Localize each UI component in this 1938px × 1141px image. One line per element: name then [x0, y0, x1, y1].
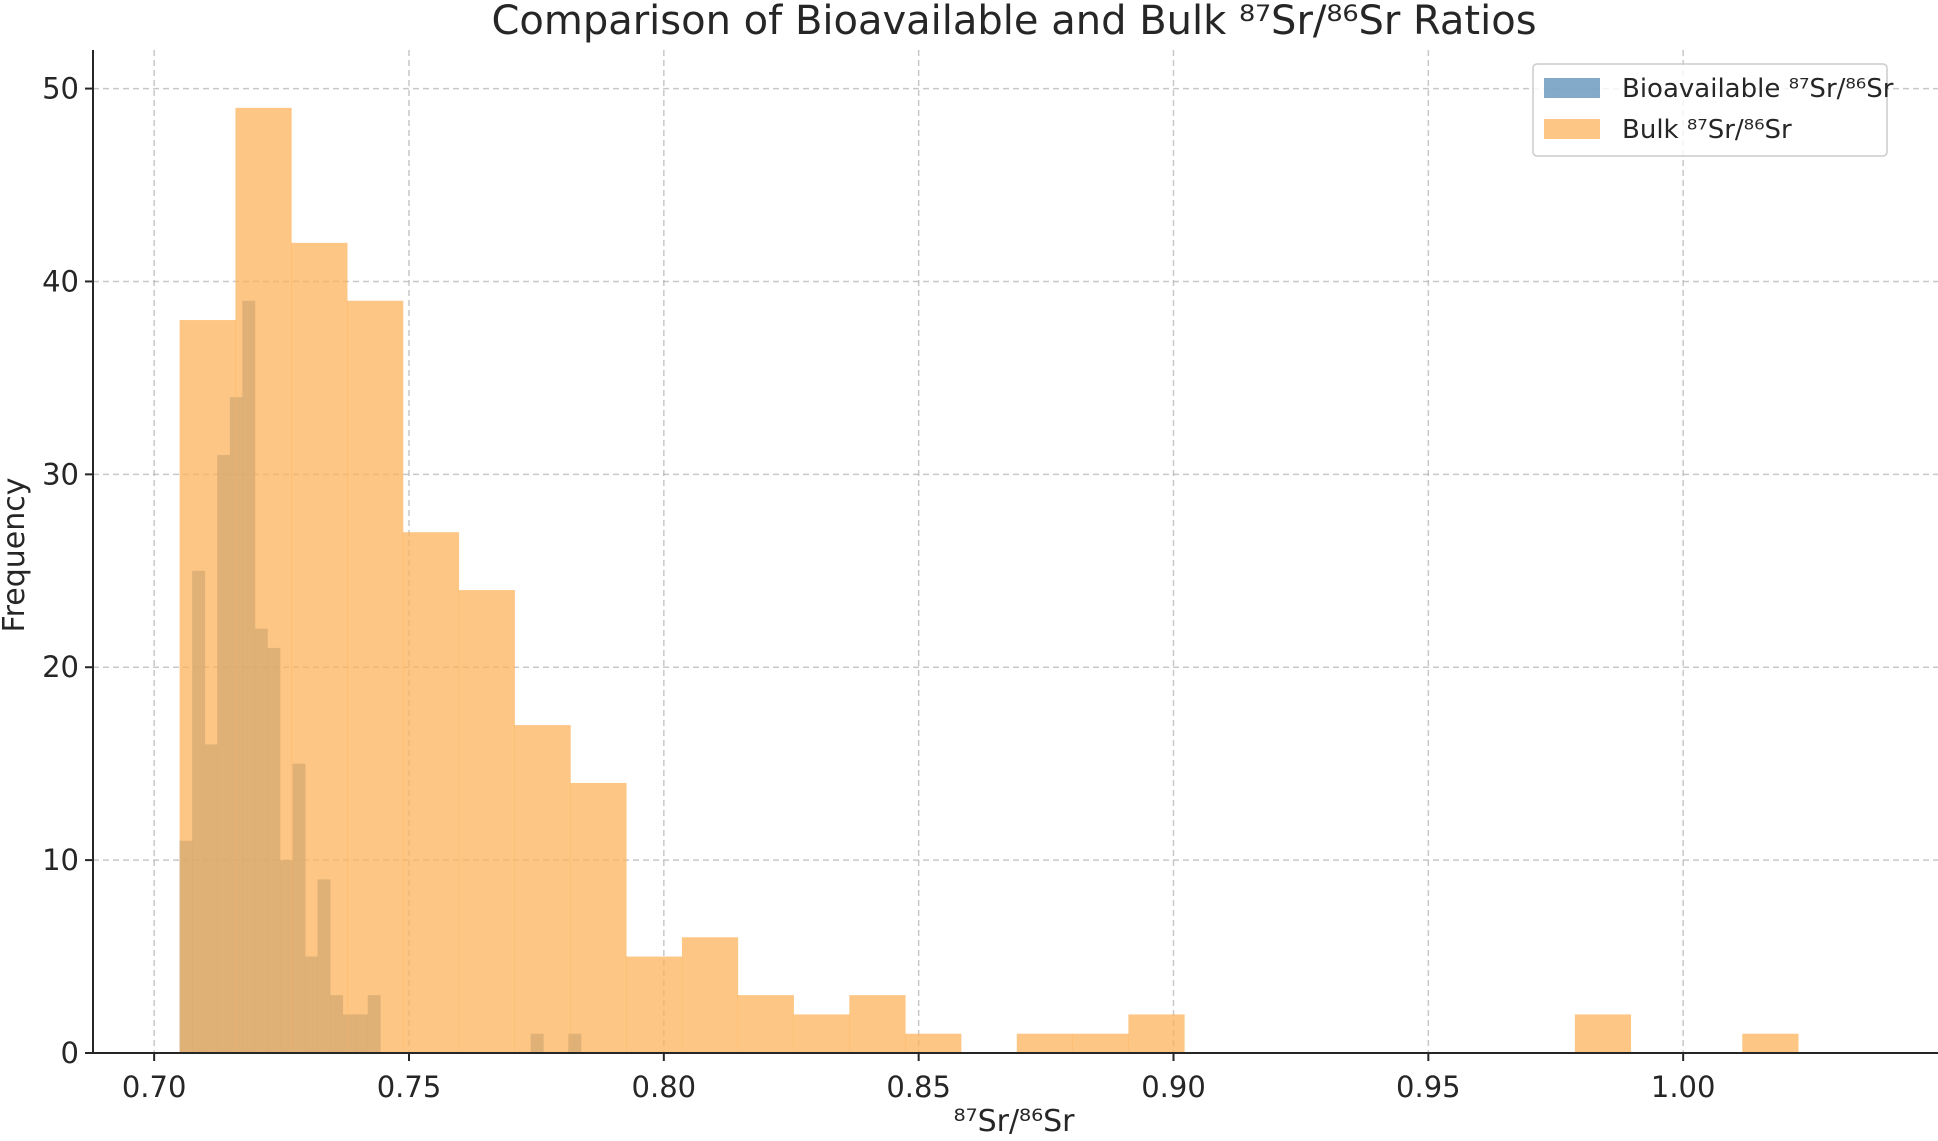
x-tick-label: 0.95	[1396, 1070, 1461, 1104]
bar-bulk	[458, 590, 515, 1053]
x-tick-label: 1.00	[1651, 1070, 1716, 1104]
bar-bulk	[737, 995, 794, 1053]
chart-title: Comparison of Bioavailable and Bulk ⁸⁷Sr…	[491, 0, 1536, 44]
y-tick-label: 0	[61, 1036, 79, 1070]
x-tick-label: 0.80	[632, 1070, 697, 1104]
x-tick-label: 0.75	[377, 1070, 442, 1104]
bar-bulk	[793, 1014, 850, 1053]
bar-bulk	[1128, 1014, 1185, 1053]
bar-bulk	[514, 725, 571, 1053]
bar-bulk	[347, 300, 404, 1053]
y-tick-label: 30	[42, 457, 79, 491]
bar-bulk	[905, 1033, 962, 1053]
bar-bulk	[1574, 1014, 1632, 1053]
bar-bulk	[179, 320, 236, 1053]
bar-bulk	[626, 956, 683, 1053]
x-tick-label: 0.85	[886, 1070, 951, 1104]
bar-bulk	[1072, 1033, 1129, 1053]
legend-frame	[1532, 63, 1888, 157]
bar-bulk	[291, 242, 348, 1053]
bar-bulk	[1016, 1033, 1073, 1053]
ticks-layer: 0.70 0.75 0.80 0.85 0.90 0.95 1.00 0 10 20 30 40 50	[42, 72, 1715, 1104]
legend-swatch-bioavailable	[1544, 78, 1600, 98]
bar-bulk	[1742, 1033, 1799, 1053]
legend: Bioavailable ⁸⁷Sr/⁸⁶Sr Bulk ⁸⁷Sr/⁸⁶Sr	[1532, 63, 1894, 157]
y-tick-label: 50	[42, 72, 79, 106]
axes-layer	[92, 50, 1938, 1054]
x-tick-label: 0.90	[1141, 1070, 1206, 1104]
x-tick-label: 0.70	[122, 1070, 187, 1104]
legend-label-bioavailable: Bioavailable ⁸⁷Sr/⁸⁶Sr	[1622, 74, 1894, 104]
bar-bulk	[570, 782, 627, 1053]
y-tick-label: 20	[42, 650, 79, 684]
bars-layer	[179, 107, 1799, 1054]
bar-bulk	[402, 532, 460, 1053]
bar-bulk	[849, 995, 906, 1053]
y-tick-label: 40	[42, 264, 79, 298]
bar-bulk	[235, 107, 292, 1054]
bar-bulk	[681, 937, 739, 1053]
x-axis-label: ⁸⁷Sr/⁸⁶Sr	[954, 1104, 1076, 1136]
y-tick-label: 10	[42, 843, 79, 877]
legend-swatch-bulk	[1544, 119, 1600, 139]
legend-label-bulk: Bulk ⁸⁷Sr/⁸⁶Sr	[1622, 115, 1792, 145]
y-axis-label: Frequency	[0, 478, 32, 633]
